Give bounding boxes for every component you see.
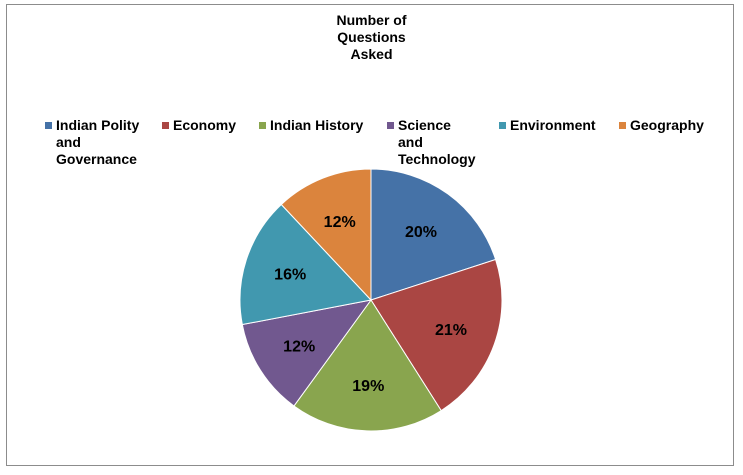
pie-slice <box>241 299 373 407</box>
chart-legend: Indian Polity and Governance Economy Ind… <box>0 0 743 170</box>
legend-label-science-technology: Science and Technology <box>398 117 476 168</box>
legend-label-indian-polity: Indian Polity and Governance <box>56 117 139 168</box>
pie-slice <box>370 258 503 412</box>
legend-swatch-indian-history <box>259 122 266 129</box>
legend-label-geography: Geography <box>630 117 704 134</box>
chart-title-line: Asked <box>350 46 393 62</box>
chart-title-line: Number of <box>336 12 407 28</box>
legend-label-line: Geography <box>630 117 704 133</box>
pie-slice-label: 19% <box>352 378 384 395</box>
legend-label-line: Indian Polity <box>56 117 140 133</box>
pie-slice-label: 12% <box>324 214 356 231</box>
pie-slice <box>370 168 497 301</box>
legend-label-line: Indian History <box>270 117 364 133</box>
pie-slice <box>239 203 372 326</box>
legend-swatch-science-technology <box>387 122 394 129</box>
legend-label-line: and <box>56 134 81 150</box>
legend-label-line: Economy <box>173 117 237 133</box>
pie-slice-label: 20% <box>405 224 437 241</box>
legend-label-line: Science <box>398 117 451 133</box>
legend-swatch-indian-polity <box>45 122 52 129</box>
legend-label-line: Governance <box>56 151 137 167</box>
legend-label-line: Environment <box>510 117 596 133</box>
legend-swatch-geography <box>619 122 626 129</box>
pie-slice-label: 16% <box>274 267 306 284</box>
legend-label-line: and <box>398 134 423 150</box>
chart-title-line: Questions <box>337 29 406 45</box>
pie-slice-label: 21% <box>435 322 467 339</box>
pie-slice <box>293 299 442 432</box>
legend-label-economy: Economy <box>173 117 236 134</box>
legend-swatch-economy <box>162 122 169 129</box>
pie-slice-label: 12% <box>283 339 315 356</box>
pie-slice <box>280 168 372 302</box>
legend-label-indian-history: Indian History <box>270 117 363 134</box>
chart-title: Number of Questions Asked <box>0 12 743 63</box>
legend-label-environment: Environment <box>510 117 596 134</box>
legend-swatch-environment <box>499 122 506 129</box>
legend-label-line: Technology <box>398 151 476 167</box>
